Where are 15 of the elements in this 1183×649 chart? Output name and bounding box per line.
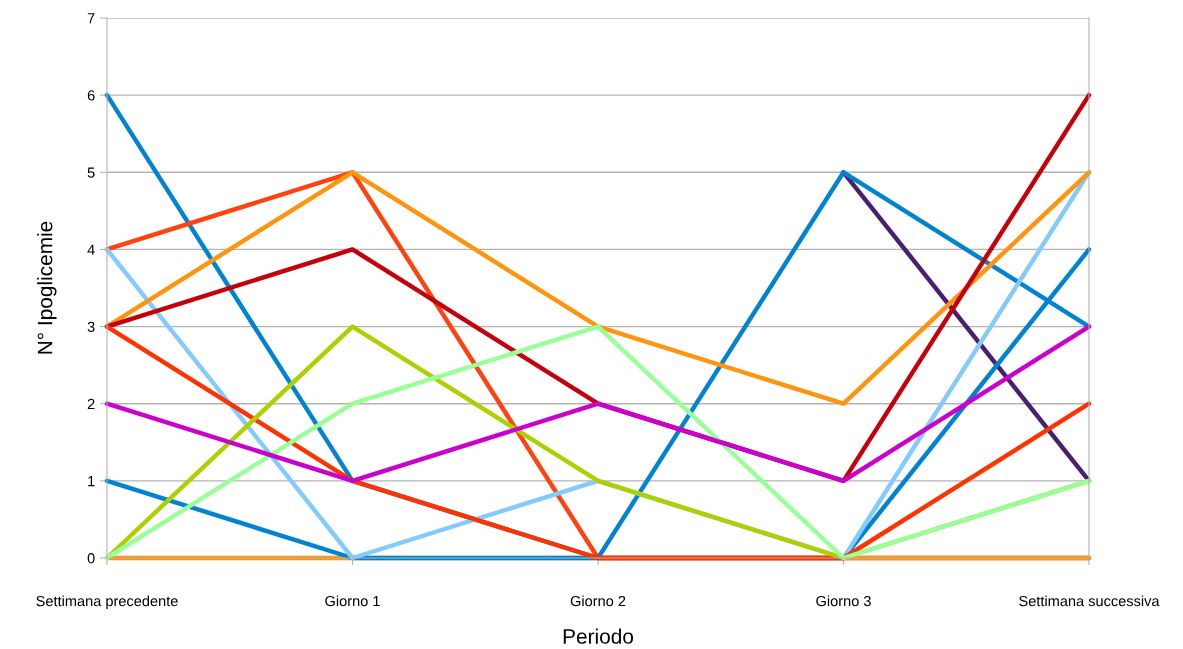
x-axis-title: Periodo xyxy=(563,628,634,644)
x-tick-label: Giorno 2 xyxy=(570,595,626,607)
y-tick-label: 2 xyxy=(87,398,95,409)
x-tick-label: Giorno 1 xyxy=(325,595,380,607)
y-tick-label: 7 xyxy=(87,13,95,24)
x-tick-label: Settimana precedente xyxy=(36,595,178,610)
y-tick-label: 4 xyxy=(87,244,95,255)
x-tick-label: Settimana successiva xyxy=(1019,595,1160,607)
y-tick-label: 6 xyxy=(87,90,95,101)
y-axis-title: N° Ipoglicemie xyxy=(37,221,57,354)
y-tick-label: 5 xyxy=(87,167,95,178)
y-tick-label: 1 xyxy=(88,476,95,487)
y-tick-label: 0 xyxy=(87,553,95,564)
x-tick-label: Giorno 3 xyxy=(816,595,871,607)
y-tick-label: 3 xyxy=(87,321,95,332)
